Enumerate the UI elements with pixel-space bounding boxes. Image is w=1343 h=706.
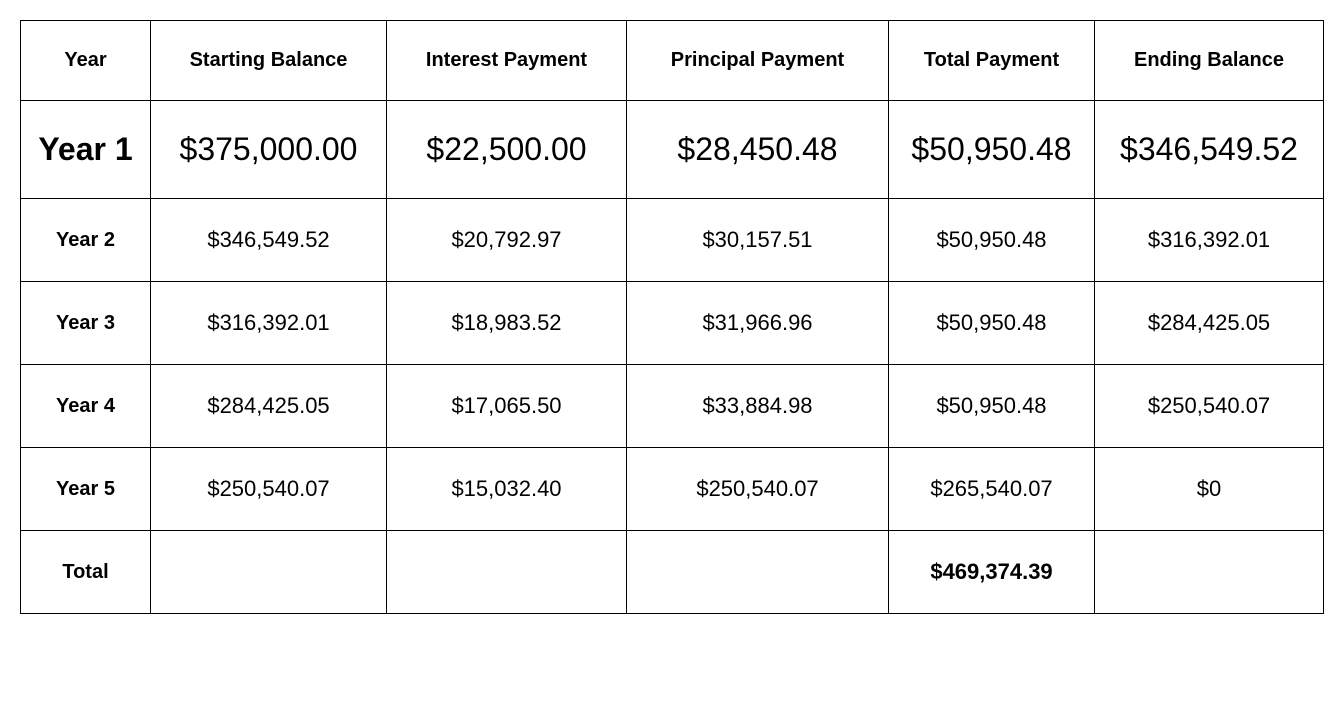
cell-total-principal-payment <box>627 531 889 614</box>
cell-ending-balance: $316,392.01 <box>1095 199 1324 282</box>
cell-principal-payment: $28,450.48 <box>627 101 889 199</box>
cell-starting-balance: $284,425.05 <box>151 365 387 448</box>
cell-total-payment: $50,950.48 <box>889 199 1095 282</box>
cell-principal-payment: $33,884.98 <box>627 365 889 448</box>
table-row: Year 4 $284,425.05 $17,065.50 $33,884.98… <box>21 365 1324 448</box>
cell-total-total-payment: $469,374.39 <box>889 531 1095 614</box>
table-row: Year 1 $375,000.00 $22,500.00 $28,450.48… <box>21 101 1324 199</box>
cell-year: Year 3 <box>21 282 151 365</box>
cell-total-payment: $50,950.48 <box>889 365 1095 448</box>
cell-interest-payment: $22,500.00 <box>387 101 627 199</box>
cell-starting-balance: $316,392.01 <box>151 282 387 365</box>
header-total-payment: Total Payment <box>889 21 1095 101</box>
header-ending-balance: Ending Balance <box>1095 21 1324 101</box>
header-interest-payment: Interest Payment <box>387 21 627 101</box>
total-row: Total $469,374.39 <box>21 531 1324 614</box>
cell-starting-balance: $346,549.52 <box>151 199 387 282</box>
cell-starting-balance: $250,540.07 <box>151 448 387 531</box>
header-starting-balance: Starting Balance <box>151 21 387 101</box>
cell-total-label: Total <box>21 531 151 614</box>
cell-total-interest-payment <box>387 531 627 614</box>
cell-interest-payment: $17,065.50 <box>387 365 627 448</box>
table-row: Year 3 $316,392.01 $18,983.52 $31,966.96… <box>21 282 1324 365</box>
cell-ending-balance: $284,425.05 <box>1095 282 1324 365</box>
cell-total-payment: $50,950.48 <box>889 282 1095 365</box>
cell-ending-balance: $250,540.07 <box>1095 365 1324 448</box>
cell-interest-payment: $18,983.52 <box>387 282 627 365</box>
header-principal-payment: Principal Payment <box>627 21 889 101</box>
amortization-table: Year Starting Balance Interest Payment P… <box>20 20 1324 614</box>
cell-principal-payment: $31,966.96 <box>627 282 889 365</box>
cell-interest-payment: $20,792.97 <box>387 199 627 282</box>
header-row: Year Starting Balance Interest Payment P… <box>21 21 1324 101</box>
cell-total-ending-balance <box>1095 531 1324 614</box>
cell-ending-balance: $0 <box>1095 448 1324 531</box>
cell-year: Year 5 <box>21 448 151 531</box>
cell-ending-balance: $346,549.52 <box>1095 101 1324 199</box>
cell-total-payment: $265,540.07 <box>889 448 1095 531</box>
cell-interest-payment: $15,032.40 <box>387 448 627 531</box>
cell-principal-payment: $250,540.07 <box>627 448 889 531</box>
table-row: Year 5 $250,540.07 $15,032.40 $250,540.0… <box>21 448 1324 531</box>
header-year: Year <box>21 21 151 101</box>
cell-principal-payment: $30,157.51 <box>627 199 889 282</box>
cell-total-starting-balance <box>151 531 387 614</box>
cell-year: Year 2 <box>21 199 151 282</box>
cell-year: Year 1 <box>21 101 151 199</box>
cell-year: Year 4 <box>21 365 151 448</box>
cell-starting-balance: $375,000.00 <box>151 101 387 199</box>
cell-total-payment: $50,950.48 <box>889 101 1095 199</box>
table-row: Year 2 $346,549.52 $20,792.97 $30,157.51… <box>21 199 1324 282</box>
